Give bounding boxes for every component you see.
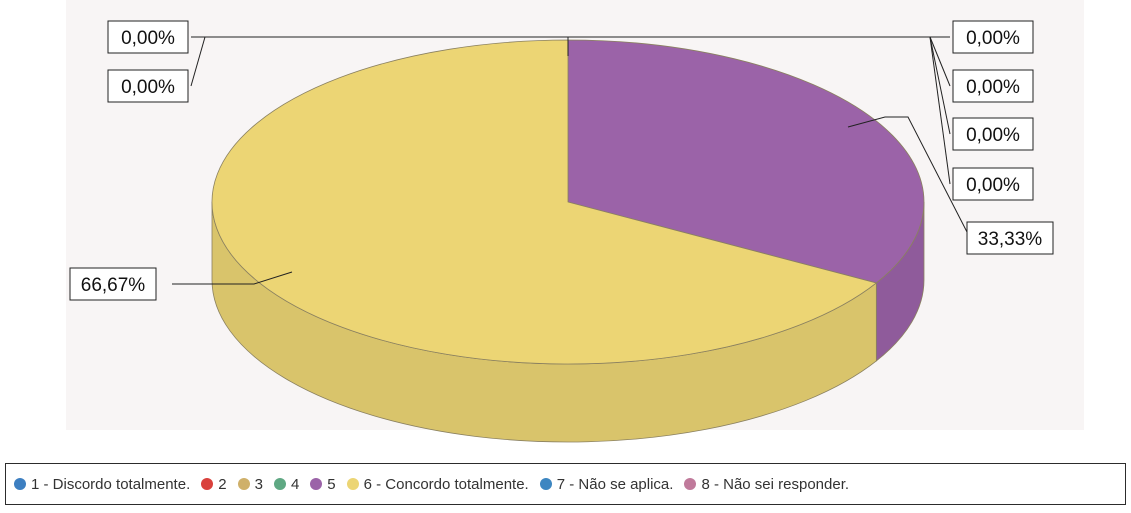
pie-slice-5 <box>567 39 925 284</box>
data-label-box-8 <box>952 167 1034 201</box>
data-label-5: 33,33% <box>978 229 1043 250</box>
leader-line-8 <box>929 36 951 185</box>
legend-swatch-8 <box>684 478 697 490</box>
legend-item-7: 7 - Não se aplica. <box>539 475 674 493</box>
legend-item-4: 4 <box>273 475 300 493</box>
legend-label-5: 5 <box>327 475 336 493</box>
data-label-1: 0,00% <box>121 28 175 49</box>
legend-item-6: 6 - Concordo totalmente. <box>346 475 529 493</box>
data-label-3: 0,00% <box>966 28 1020 49</box>
data-label-2: 0,00% <box>121 77 175 98</box>
leader-line-5 <box>847 116 968 233</box>
legend-item-1: 1 - Discordo totalmente. <box>14 476 190 493</box>
data-label-box-4 <box>952 69 1034 103</box>
data-label-7: 0,00% <box>966 125 1020 146</box>
data-label-box-1 <box>107 20 189 54</box>
legend-item-5: 5 <box>310 475 336 493</box>
data-label-box-2 <box>107 69 189 103</box>
legend-label-7: 7 - Não se aplica. <box>556 475 674 493</box>
legend-label-4: 4 <box>290 475 300 493</box>
pie-chart: 0,00% 0,00% 0,00% 0,00% 33,33% 66,67% 0,00% 0,0… <box>69 20 1054 443</box>
legend-label-2: 2 <box>218 475 227 493</box>
legend-label-6: 6 - Concordo totalmente. <box>363 475 529 493</box>
legend-item-2: 2 <box>201 475 227 493</box>
legend-item-8: 8 - Não sei responder. <box>684 476 849 493</box>
legend-swatch-1 <box>14 478 26 490</box>
legend-label-8: 8 - Não sei responder. <box>701 475 850 493</box>
data-label-box-7 <box>952 117 1034 151</box>
data-label-6: 66,67% <box>81 275 146 296</box>
legend: 1 - Discordo totalmente. 2 3 4 5 6 - Concordo… <box>5 463 1126 505</box>
legend-item-3: 3 <box>237 475 263 493</box>
data-label-box-5 <box>966 221 1054 255</box>
data-label-box-3 <box>952 20 1034 54</box>
data-label-box-6 <box>69 267 157 301</box>
legend-swatch-7 <box>539 478 552 490</box>
legend-swatch-5 <box>310 478 323 490</box>
legend-label-3: 3 <box>254 475 263 493</box>
legend-swatch-2 <box>201 478 214 490</box>
legend-swatch-6 <box>346 478 359 490</box>
pie-slice-6 <box>211 39 878 365</box>
legend-swatch-3 <box>237 478 250 490</box>
legend-label-1: 1 - Discordo totalmente. <box>31 475 191 493</box>
legend-swatch-4 <box>273 478 286 490</box>
leader-line-7 <box>929 36 951 135</box>
leader-line-4 <box>929 36 951 87</box>
leader-line-2 <box>190 36 206 87</box>
data-label-8: 0,00% <box>966 175 1020 196</box>
leader-line-6 <box>172 271 293 285</box>
data-label-4: 0,00% <box>966 77 1020 98</box>
